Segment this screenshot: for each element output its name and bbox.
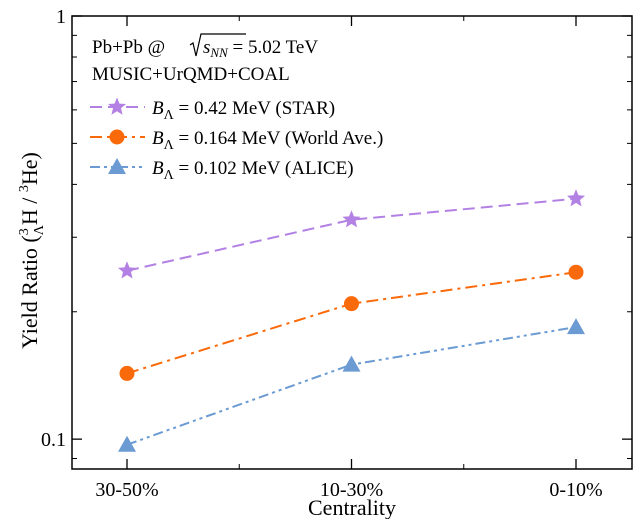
legend-label: BΛ = 0.42 MeV (STAR) <box>152 98 335 123</box>
data-point-star <box>566 189 586 207</box>
x-tick-label: 30-50% <box>95 479 158 501</box>
annotation-collision: Pb+Pb @ sNN = 5.02 TeV <box>92 37 318 60</box>
legend-marker-triangle <box>108 158 126 174</box>
chart-texts: 0.1 1 30-50% 10-30% 0-10% Centrality Yield Rat… <box>17 6 603 520</box>
data-point-triangle <box>567 318 585 335</box>
x-axis-label: Centrality <box>308 495 396 519</box>
data-point-star <box>342 210 361 228</box>
x-tick-label: 10-30% <box>320 479 383 501</box>
sqrt-sign <box>189 33 246 57</box>
data-point-circle <box>344 296 359 312</box>
axis-ticks <box>72 15 632 469</box>
legend-marker-star <box>107 97 127 115</box>
x-tick-label: 0-10% <box>549 479 602 501</box>
data-point-circle <box>568 264 584 280</box>
y-axis-label: Yield Ratio (3ΛH / 3He) <box>17 152 47 349</box>
legend-label: BΛ = 0.102 MeV (ALICE) <box>152 158 354 183</box>
data-point-circle <box>119 365 135 381</box>
y-tick-label: 1 <box>56 6 66 28</box>
legend: BΛ = 0.42 MeV (STAR) BΛ = 0.164 MeV (Worl… <box>90 97 383 183</box>
legend-marker-circle <box>109 129 125 145</box>
data-point-star <box>117 261 137 279</box>
data-point-triangle <box>118 435 136 452</box>
series-markers <box>117 189 586 452</box>
legend-label: BΛ = 0.164 MeV (World Ave.) <box>152 128 383 153</box>
data-point-triangle <box>342 355 361 372</box>
annotation-model: MUSIC+UrQMD+COAL <box>92 64 290 85</box>
series-line-star <box>126 197 577 272</box>
y-tick-label: 0.1 <box>41 429 66 451</box>
